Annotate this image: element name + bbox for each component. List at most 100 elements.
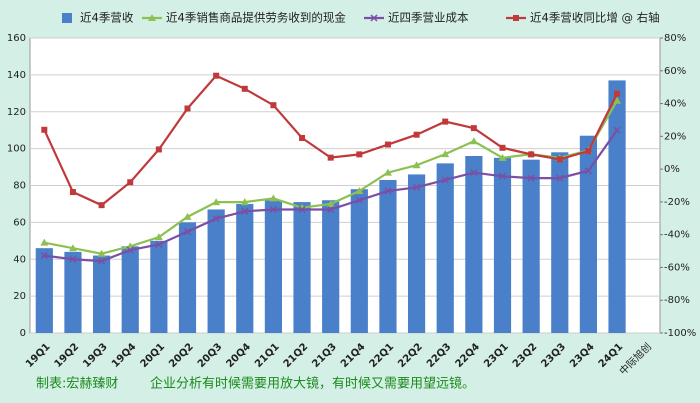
point xyxy=(155,240,163,249)
point xyxy=(556,156,563,163)
point xyxy=(69,189,76,196)
legend-label: 近4季营收 xyxy=(80,11,134,25)
point xyxy=(127,179,134,186)
point xyxy=(40,252,48,260)
y2-tick-label: -40% xyxy=(664,230,690,241)
y-tick-label: 100 xyxy=(7,144,26,155)
point xyxy=(384,141,391,148)
motto: 企业分析有时候需要用放大镜，有时候又需要用望远镜。 xyxy=(150,376,475,392)
y-tick-label: 40 xyxy=(13,254,26,265)
bar xyxy=(379,179,397,333)
bar xyxy=(522,159,540,333)
point xyxy=(68,244,77,252)
point xyxy=(469,137,478,145)
point xyxy=(355,187,364,195)
bar xyxy=(178,222,197,333)
legend-swatch xyxy=(62,13,72,23)
point xyxy=(40,238,49,246)
y-tick-label: 80 xyxy=(13,181,26,192)
point xyxy=(355,196,363,204)
y-tick-label: 0 xyxy=(20,328,26,339)
point xyxy=(98,202,105,209)
legend-marker xyxy=(370,14,378,22)
y-tick-label: 60 xyxy=(13,217,26,228)
point xyxy=(527,174,535,182)
legend-marker xyxy=(513,15,519,21)
y-tick-label: 140 xyxy=(7,70,26,81)
bar xyxy=(551,152,569,333)
y2-tick-label: 20% xyxy=(664,131,686,142)
point xyxy=(470,125,477,132)
bar xyxy=(236,203,254,333)
y2-tick-label: 0% xyxy=(664,164,680,175)
y-tick-label: 120 xyxy=(7,107,26,118)
y2-tick-label: 40% xyxy=(664,99,686,110)
point xyxy=(184,105,191,112)
point xyxy=(212,198,221,206)
credit: 制表:宏赫臻财 xyxy=(36,377,118,392)
point xyxy=(69,255,77,263)
bar xyxy=(293,202,311,333)
bar xyxy=(465,156,483,333)
bar xyxy=(35,248,53,333)
point xyxy=(613,126,621,134)
point xyxy=(126,246,134,254)
point xyxy=(183,212,192,220)
bar xyxy=(150,240,168,333)
point xyxy=(614,90,621,97)
y2-tick-label: -80% xyxy=(664,295,690,306)
bar xyxy=(579,135,597,333)
point xyxy=(441,176,449,184)
legend-label: 近4季营收同比增 @ 右轴 xyxy=(530,11,660,25)
y2-tick-label: 60% xyxy=(664,66,686,77)
point xyxy=(498,153,507,161)
point xyxy=(299,134,306,141)
point xyxy=(384,187,392,195)
bar xyxy=(608,80,626,333)
bar xyxy=(436,163,454,333)
point xyxy=(327,154,334,161)
bar xyxy=(121,246,139,333)
point xyxy=(155,146,162,153)
bar xyxy=(207,209,225,333)
point xyxy=(154,233,163,241)
point xyxy=(241,85,248,92)
point xyxy=(41,126,48,133)
point xyxy=(584,167,592,175)
point xyxy=(183,228,192,236)
point xyxy=(298,205,306,213)
bar xyxy=(264,200,282,333)
bar xyxy=(322,200,340,333)
point xyxy=(98,257,106,265)
bar xyxy=(64,251,82,333)
point xyxy=(613,96,622,104)
y-tick-label: 160 xyxy=(7,33,26,44)
point xyxy=(240,198,249,206)
point xyxy=(585,148,592,155)
point xyxy=(412,161,421,169)
point xyxy=(270,102,277,109)
y2-tick-label: -100% xyxy=(664,328,696,339)
legend-label: 近4季销售商品提供劳务收到的现金 xyxy=(166,11,346,25)
point xyxy=(556,174,564,182)
point xyxy=(241,207,249,215)
point xyxy=(97,249,106,257)
point xyxy=(383,168,392,176)
point xyxy=(269,194,278,202)
point xyxy=(356,151,363,158)
y-tick-label: 20 xyxy=(13,291,26,302)
bar xyxy=(408,174,426,333)
point xyxy=(413,131,420,138)
point xyxy=(441,150,450,158)
point xyxy=(413,183,421,191)
legend-label: 近四季营业成本 xyxy=(388,11,469,25)
y2-tick-label: -20% xyxy=(664,197,690,208)
legend-marker xyxy=(148,14,156,21)
point xyxy=(326,199,335,207)
bar xyxy=(493,157,512,333)
point xyxy=(528,151,535,158)
bar xyxy=(350,189,368,333)
bar xyxy=(93,255,111,333)
point xyxy=(499,144,506,151)
